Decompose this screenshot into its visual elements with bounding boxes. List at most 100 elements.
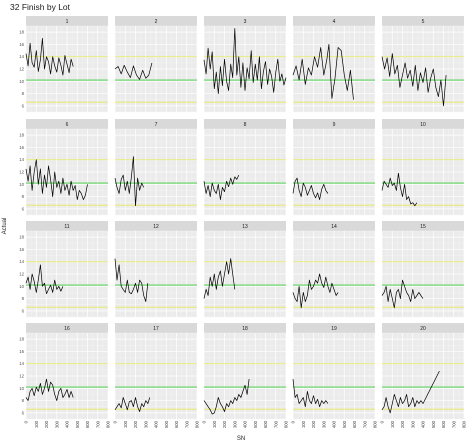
facet-strip <box>382 221 464 231</box>
series-line <box>25 264 64 295</box>
y-tick-label: 12 <box>19 67 24 72</box>
y-tick-label: 6 <box>22 206 25 211</box>
x-tick-label: 500 <box>164 420 169 428</box>
facet-label: 15 <box>420 224 426 230</box>
y-tick-label: 18 <box>19 337 24 342</box>
x-tick-label: 800 <box>284 420 289 428</box>
x-tick-label: 800 <box>195 420 200 428</box>
facet-panel: 4 <box>292 16 376 113</box>
x-tick-label: 700 <box>95 420 100 428</box>
x-tick-label: 300 <box>232 420 237 428</box>
facet-strip <box>293 221 375 231</box>
x-tick-label: 0 <box>291 420 296 423</box>
x-tick-label: 0 <box>113 420 118 423</box>
facet-strip <box>26 323 108 333</box>
x-tick-label: 400 <box>65 420 70 428</box>
x-tick-label: 200 <box>133 420 138 428</box>
y-tick-label: 8 <box>22 296 25 301</box>
series-line <box>292 379 329 408</box>
facet-panel: 8 <box>203 119 287 216</box>
facet-panel: 3 <box>203 16 287 113</box>
facet-panel: 16 6 8 10 12 14 16 18 0 100 200 300 400 500 600 700 800 <box>19 323 111 428</box>
facet-strip <box>204 16 286 26</box>
facet-label: 5 <box>422 19 425 25</box>
facet-label: 2 <box>155 19 158 25</box>
x-tick-label: 600 <box>441 420 446 428</box>
y-tick-label: 18 <box>19 30 24 35</box>
y-tick-label: 16 <box>19 145 24 150</box>
facet-label: 11 <box>64 224 69 230</box>
facet-panel: 15 <box>381 221 465 318</box>
x-tick-label: 0 <box>380 420 385 423</box>
facet-strip <box>204 119 286 129</box>
series-line <box>203 174 240 200</box>
facet-panel: 5 <box>381 16 465 113</box>
facet-label: 12 <box>153 224 159 230</box>
x-tick-label: 500 <box>342 420 347 428</box>
facet-strip <box>382 119 464 129</box>
series-line <box>25 37 74 76</box>
facet-panel: 200 100 200 300 400 500 600 700 800 <box>380 323 467 428</box>
series-line <box>203 379 250 415</box>
x-tick-label: 100 <box>390 420 395 428</box>
facet-panel: 19 0 100 200 300 400 500 600 700 800 <box>291 323 378 428</box>
series-line <box>292 177 329 200</box>
x-tick-label: 300 <box>143 420 148 428</box>
x-tick-label: 500 <box>431 420 436 428</box>
series-line <box>203 258 236 299</box>
y-tick-label: 10 <box>19 79 24 84</box>
facet-panel: 14 <box>292 221 376 318</box>
x-tick-label: 100 <box>123 420 128 428</box>
y-tick-label: 8 <box>22 91 25 96</box>
series-line <box>114 258 149 302</box>
y-tick-label: 6 <box>22 103 25 108</box>
series-line <box>25 159 88 200</box>
facet-panel: 10 <box>381 119 465 216</box>
facet-panel: 17 0 100 200 300 400 500 600 700 800 <box>113 323 200 428</box>
facet-label: 14 <box>331 224 337 230</box>
x-tick-label: 100 <box>34 420 39 428</box>
x-tick-label: 400 <box>154 420 159 428</box>
y-tick-label: 10 <box>19 386 24 391</box>
facet-label: 17 <box>153 326 159 332</box>
series-line <box>292 273 339 309</box>
facet-label: 18 <box>242 326 248 332</box>
y-tick-label: 16 <box>19 349 24 354</box>
y-tick-label: 12 <box>19 170 24 175</box>
y-tick-label: 12 <box>19 374 24 379</box>
facet-strip <box>115 323 197 333</box>
facet-strip <box>26 16 108 26</box>
y-tick-label: 8 <box>22 398 25 403</box>
x-tick-label: 200 <box>400 420 405 428</box>
x-tick-label: 600 <box>263 420 268 428</box>
facet-strip <box>115 16 197 26</box>
facet-panel: 2 <box>114 16 198 113</box>
x-tick-label: 400 <box>421 420 426 428</box>
y-tick-label: 12 <box>19 272 24 277</box>
facet-label: 20 <box>420 326 426 332</box>
facet-label: 16 <box>64 326 70 332</box>
y-tick-label: 14 <box>19 259 24 264</box>
x-axis-title: SN <box>237 436 245 442</box>
series-line <box>381 172 418 207</box>
x-tick-label: 800 <box>462 420 467 428</box>
y-tick-label: 14 <box>19 54 24 59</box>
facet-label: 7 <box>155 122 158 128</box>
facet-strip <box>115 119 197 129</box>
y-tick-label: 16 <box>19 247 24 252</box>
series-line <box>114 397 151 412</box>
y-tick-label: 14 <box>19 361 24 366</box>
series-line <box>381 53 447 107</box>
facet-strip <box>382 323 464 333</box>
facet-strip <box>293 119 375 129</box>
facet-strip <box>204 221 286 231</box>
facet-label: 1 <box>66 19 69 25</box>
facet-panel: 6 6 8 10 12 14 16 18 <box>19 119 109 216</box>
facet-label: 6 <box>66 122 69 128</box>
series-line <box>114 62 153 80</box>
x-tick-label: 500 <box>253 420 258 428</box>
chart-title: 32 Finish by Lot <box>10 2 71 12</box>
facet-strip <box>293 323 375 333</box>
x-tick-label: 400 <box>332 420 337 428</box>
